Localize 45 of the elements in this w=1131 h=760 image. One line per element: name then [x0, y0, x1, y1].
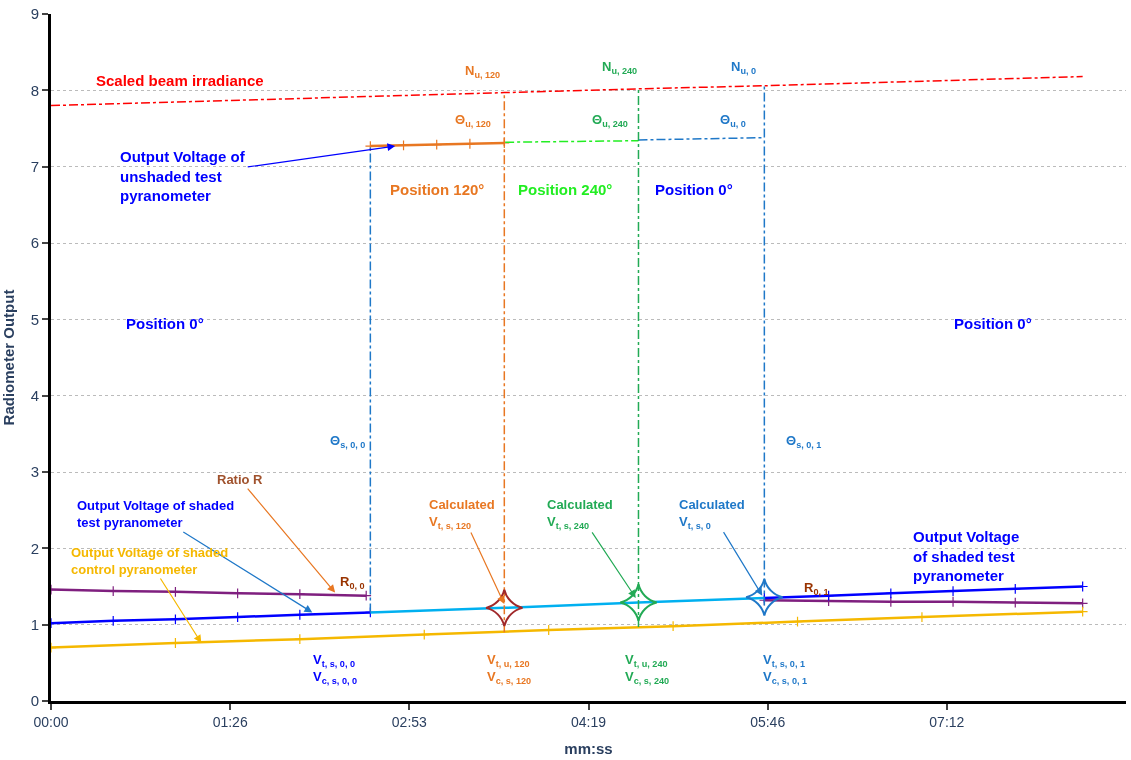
x-tick-label: 00:00 — [33, 713, 69, 730]
annotation: Θ$_{u, 240}$ — [592, 112, 628, 129]
annotation: Position 120° — [390, 181, 485, 198]
annotation: R$_{0, 1}$ — [804, 580, 829, 597]
annotation: N$_{u, 120}$ — [465, 63, 501, 80]
x-axis-title: mm:ss — [564, 739, 613, 757]
annotation: V$_{t, u, 120}$ V$_{c, s, 120}$ — [487, 652, 532, 686]
x-tick-label: 02:53 — [391, 713, 428, 730]
annotation: R$_{0, 0}$ — [340, 574, 365, 591]
x-tick-label: 05:46 — [750, 713, 786, 730]
x-tick-label: 07:12 — [929, 713, 965, 730]
annotation: V$_{t, s, 0, 1}$ V$_{c, s, 0, 1}$ — [763, 652, 808, 686]
annotation: Ratio R — [217, 472, 264, 487]
annotation: Position 0° — [126, 315, 204, 332]
annotation: Θ$_{u, 0}$ — [720, 112, 746, 129]
x-tick-label: 01:26 — [212, 713, 248, 730]
annotation: Θ$_{s, 0, 0}$ — [330, 433, 366, 450]
y-tick-label: 8 — [30, 81, 39, 99]
annotation: Position 240° — [518, 181, 613, 198]
annotation: Calculated V$_{t, s, 240}$ — [547, 497, 613, 531]
annotation: V$_{t, u, 240}$ V$_{c, s, 240}$ — [625, 652, 670, 686]
annotation: Output Voltage of shaded test pyranometer — [77, 498, 235, 530]
annotation: Position 0° — [655, 181, 733, 198]
y-tick-label: 3 — [30, 463, 39, 481]
annotation: Θ$_{u, 120}$ — [455, 112, 491, 129]
y-tick-label: 2 — [30, 539, 39, 557]
annotation: Scaled beam irradiance — [96, 72, 264, 89]
annotation: Output Voltage of shaded test pyranometer — [913, 528, 1020, 584]
y-axis-title: Radiometer Output — [0, 289, 17, 426]
y-tick-label: 4 — [30, 386, 39, 404]
annotation: Calculated V$_{t, s, 0}$ — [679, 497, 745, 531]
annotation: Output Voltage of unshaded test pyranometer — [120, 148, 246, 204]
annotation: Θ$_{s, 0, 1}$ — [786, 433, 822, 450]
y-tick-label: 0 — [30, 692, 39, 710]
x-tick-label: 04:19 — [570, 713, 607, 730]
y-tick-label: 1 — [30, 615, 39, 633]
annotation: Position 0° — [954, 315, 1032, 332]
y-tick-label: 5 — [30, 310, 39, 328]
y-tick-label: 7 — [30, 157, 39, 175]
y-tick-label: 6 — [30, 234, 39, 252]
y-tick-label: 9 — [30, 5, 39, 23]
annotation: N$_{u, 0}$ — [731, 59, 757, 76]
annotation: Calculated V$_{t, s, 120}$ — [429, 497, 495, 531]
annotation: V$_{t, s, 0, 0}$ V$_{c, s, 0, 0}$ — [313, 652, 358, 686]
annotation: N$_{u, 240}$ — [602, 59, 638, 76]
